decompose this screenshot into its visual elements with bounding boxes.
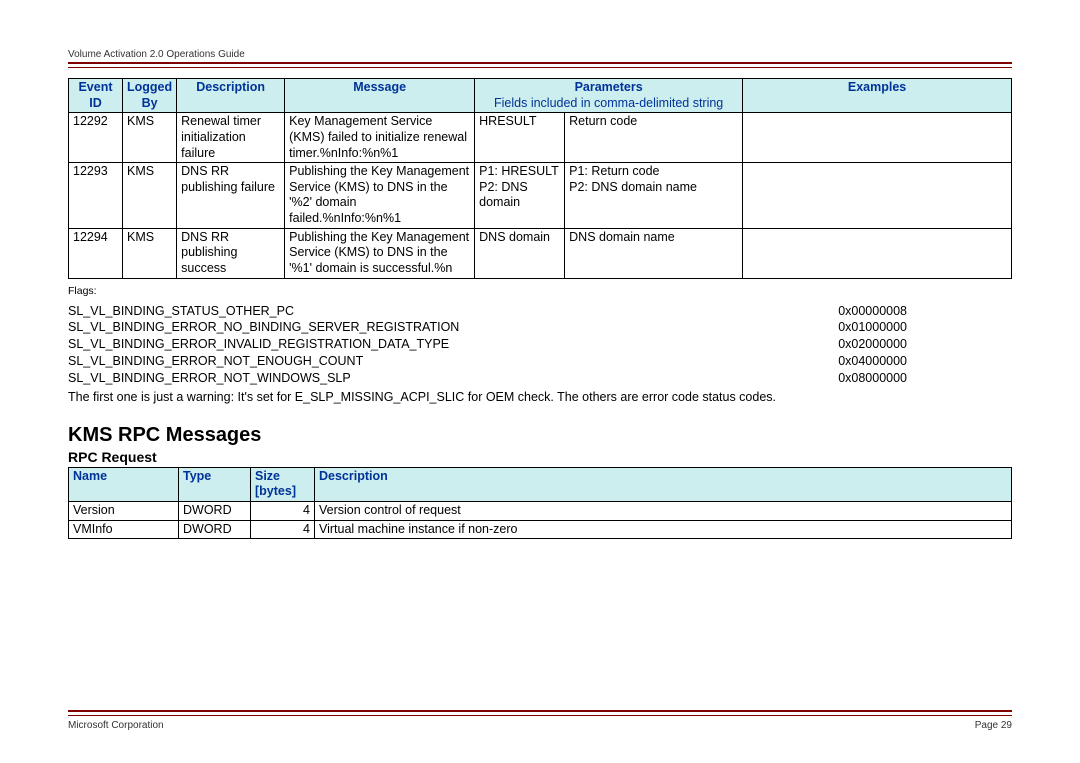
flag-name: SL_VL_BINDING_ERROR_NOT_WINDOWS_SLP [68,370,778,387]
flags-list: SL_VL_BINDING_STATUS_OTHER_PC0x00000008S… [68,303,1012,387]
table-cell [743,163,1012,229]
table-cell: 4 [251,520,315,539]
table-cell: Publishing the Key Management Service (K… [285,163,475,229]
footer: Microsoft Corporation Page 29 [68,710,1012,731]
table-cell: Publishing the Key Management Service (K… [285,228,475,278]
table-cell: P1: Return codeP2: DNS domain name [565,163,743,229]
table-cell: VMInfo [69,520,179,539]
flag-name: SL_VL_BINDING_ERROR_NO_BINDING_SERVER_RE… [68,319,778,336]
table-cell [743,113,1012,163]
table-cell: DNS RR publishing success [177,228,285,278]
table-cell: DWORD [179,520,251,539]
flag-row: SL_VL_BINDING_ERROR_NOT_WINDOWS_SLP0x080… [68,370,1012,387]
table-cell: Renewal timer initialization failure [177,113,285,163]
col-parameters: Parameters Fields included in comma-deli… [475,79,743,113]
col-logged-by: Logged By [123,79,177,113]
table-cell: HRESULT [475,113,565,163]
table-cell: DNS RR publishing failure [177,163,285,229]
event-table: Event ID Logged By Description Message P… [68,78,1012,279]
flags-label: Flags: [68,285,1012,297]
table-cell: Version control of request [315,502,1012,521]
table-cell: DNS domain name [565,228,743,278]
doc-header-title: Volume Activation 2.0 Operations Guide [68,49,1012,62]
flag-row: SL_VL_BINDING_ERROR_NOT_ENOUGH_COUNT0x04… [68,353,1012,370]
table-cell: 4 [251,502,315,521]
footer-left: Microsoft Corporation [68,720,164,731]
table-cell [743,228,1012,278]
rpc-col-name: Name [69,467,179,501]
table-cell: KMS [123,163,177,229]
table-cell: Version [69,502,179,521]
flag-row: SL_VL_BINDING_ERROR_INVALID_REGISTRATION… [68,336,1012,353]
col-message: Message [285,79,475,113]
table-cell: DWORD [179,502,251,521]
rpc-subheading: RPC Request [68,449,1012,465]
table-cell: Return code [565,113,743,163]
header-rule [68,62,1012,68]
col-event-id: Event ID [69,79,123,113]
footer-rule [68,710,1012,716]
rpc-table: Name Type Size [bytes] Description Versi… [68,467,1012,540]
col-parameters-sub: Fields included in comma-delimited strin… [494,96,723,110]
table-cell: KMS [123,228,177,278]
footer-right: Page 29 [975,720,1012,731]
table-cell: Virtual machine instance if non-zero [315,520,1012,539]
col-description: Description [177,79,285,113]
flag-value: 0x04000000 [778,353,1012,370]
table-cell: KMS [123,113,177,163]
table-cell: 12293 [69,163,123,229]
flag-name: SL_VL_BINDING_ERROR_INVALID_REGISTRATION… [68,336,778,353]
flag-value: 0x01000000 [778,319,1012,336]
table-row: VersionDWORD4Version control of request [69,502,1012,521]
table-row: 12294KMSDNS RR publishing successPublish… [69,228,1012,278]
table-row: 12292KMSRenewal timer initialization fai… [69,113,1012,163]
flag-name: SL_VL_BINDING_STATUS_OTHER_PC [68,303,778,320]
table-cell: P1: HRESULTP2: DNS domain [475,163,565,229]
flag-value: 0x08000000 [778,370,1012,387]
table-cell: DNS domain [475,228,565,278]
col-parameters-title: Parameters [575,80,643,94]
table-cell: Key Management Service (KMS) failed to i… [285,113,475,163]
table-row: VMInfoDWORD4Virtual machine instance if … [69,520,1012,539]
flags-note: The first one is just a warning: It's se… [68,389,1012,406]
flag-row: SL_VL_BINDING_ERROR_NO_BINDING_SERVER_RE… [68,319,1012,336]
rpc-col-type: Type [179,467,251,501]
table-cell: 12294 [69,228,123,278]
table-row: 12293KMSDNS RR publishing failurePublish… [69,163,1012,229]
col-examples: Examples [743,79,1012,113]
flag-row: SL_VL_BINDING_STATUS_OTHER_PC0x00000008 [68,303,1012,320]
flag-value: 0x00000008 [778,303,1012,320]
rpc-col-size: Size [bytes] [251,467,315,501]
flag-name: SL_VL_BINDING_ERROR_NOT_ENOUGH_COUNT [68,353,778,370]
table-cell: 12292 [69,113,123,163]
rpc-heading: KMS RPC Messages [68,424,1012,447]
flag-value: 0x02000000 [778,336,1012,353]
rpc-col-description: Description [315,467,1012,501]
